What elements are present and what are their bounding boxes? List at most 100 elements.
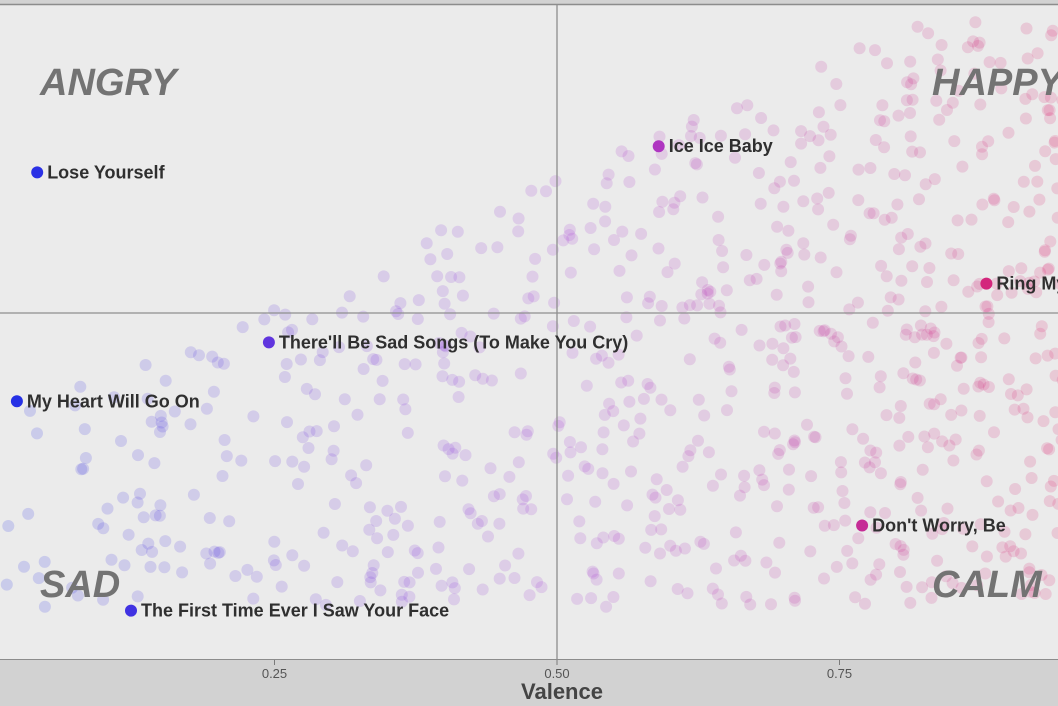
song-point xyxy=(870,521,883,534)
song-point xyxy=(535,581,548,594)
song-point xyxy=(517,502,530,515)
song-point xyxy=(438,339,451,352)
song-point xyxy=(456,474,469,487)
song-point xyxy=(817,325,830,338)
song-point xyxy=(949,433,962,446)
song-point xyxy=(590,352,603,365)
song-point xyxy=(812,501,825,514)
song-point xyxy=(370,353,383,366)
song-point xyxy=(1044,480,1057,493)
song-point xyxy=(653,206,666,218)
song-point xyxy=(512,456,525,469)
song-point xyxy=(973,409,986,422)
song-point xyxy=(357,363,370,375)
song-point xyxy=(849,591,862,604)
song-point xyxy=(597,426,610,439)
song-point xyxy=(981,300,994,313)
song-point xyxy=(1002,216,1015,229)
song-point xyxy=(146,545,159,558)
song-point xyxy=(930,94,943,107)
song-point xyxy=(462,503,475,516)
song-point xyxy=(716,245,729,257)
song-point xyxy=(758,258,771,271)
highlighted-song-label: Ice Ice Baby xyxy=(669,136,773,156)
song-point xyxy=(852,532,865,545)
song-point xyxy=(992,495,1005,508)
quadrant-label-happy: HAPPY xyxy=(932,62,1058,104)
song-point xyxy=(674,503,687,516)
song-point xyxy=(620,291,633,304)
song-point xyxy=(445,271,458,283)
song-point xyxy=(952,84,965,97)
song-point xyxy=(588,243,601,256)
song-point xyxy=(1038,245,1051,258)
song-point xyxy=(901,76,914,89)
song-point xyxy=(797,237,810,250)
song-point xyxy=(395,588,408,601)
song-point xyxy=(328,420,340,433)
song-point xyxy=(784,352,797,365)
song-point xyxy=(652,242,665,255)
plot-panel xyxy=(0,4,1058,660)
song-point xyxy=(715,468,727,481)
song-point xyxy=(453,271,466,284)
song-point xyxy=(775,265,788,278)
song-point xyxy=(779,319,792,332)
song-point xyxy=(217,357,230,370)
song-point xyxy=(399,403,412,416)
song-point xyxy=(864,506,877,519)
song-point xyxy=(508,426,521,439)
quadrant-label-calm: CALM xyxy=(932,564,1043,606)
song-point xyxy=(484,462,497,475)
song-point xyxy=(431,270,444,283)
song-point xyxy=(1029,352,1042,365)
song-point xyxy=(788,174,800,187)
song-point xyxy=(300,382,313,395)
song-point xyxy=(563,436,576,448)
song-point xyxy=(366,567,379,579)
song-point xyxy=(131,496,144,509)
song-point xyxy=(957,522,970,535)
song-point xyxy=(894,478,907,491)
song-point xyxy=(900,580,913,593)
song-point xyxy=(608,530,621,542)
song-point xyxy=(1012,502,1025,514)
song-point xyxy=(804,130,816,143)
song-point xyxy=(586,565,599,578)
song-point xyxy=(919,305,932,318)
song-point xyxy=(931,554,944,567)
song-point xyxy=(869,134,882,146)
song-point xyxy=(889,538,902,550)
song-point xyxy=(487,490,500,503)
song-point xyxy=(520,490,532,502)
song-point xyxy=(376,374,389,387)
song-point xyxy=(603,397,616,410)
song-point xyxy=(839,372,852,385)
song-point xyxy=(787,438,800,451)
song-point xyxy=(900,323,913,336)
song-point xyxy=(66,581,79,594)
song-point xyxy=(306,313,319,326)
song-point xyxy=(0,578,13,591)
song-point xyxy=(905,78,918,91)
song-point xyxy=(921,276,933,288)
song-point xyxy=(553,416,566,429)
song-point xyxy=(996,541,1009,554)
song-point xyxy=(908,331,921,344)
song-point xyxy=(1023,205,1036,218)
song-point xyxy=(411,547,424,560)
song-point xyxy=(38,600,51,613)
highlighted-song-point xyxy=(980,277,993,290)
song-point xyxy=(955,351,968,364)
song-point xyxy=(296,431,309,444)
song-point xyxy=(897,367,910,380)
song-point xyxy=(208,545,221,558)
song-point xyxy=(294,353,307,366)
song-point xyxy=(602,356,615,369)
song-points xyxy=(0,16,1058,613)
song-point xyxy=(621,499,634,512)
song-point xyxy=(1007,201,1020,213)
song-point xyxy=(928,398,941,411)
song-point xyxy=(655,300,668,312)
song-point xyxy=(925,591,938,604)
